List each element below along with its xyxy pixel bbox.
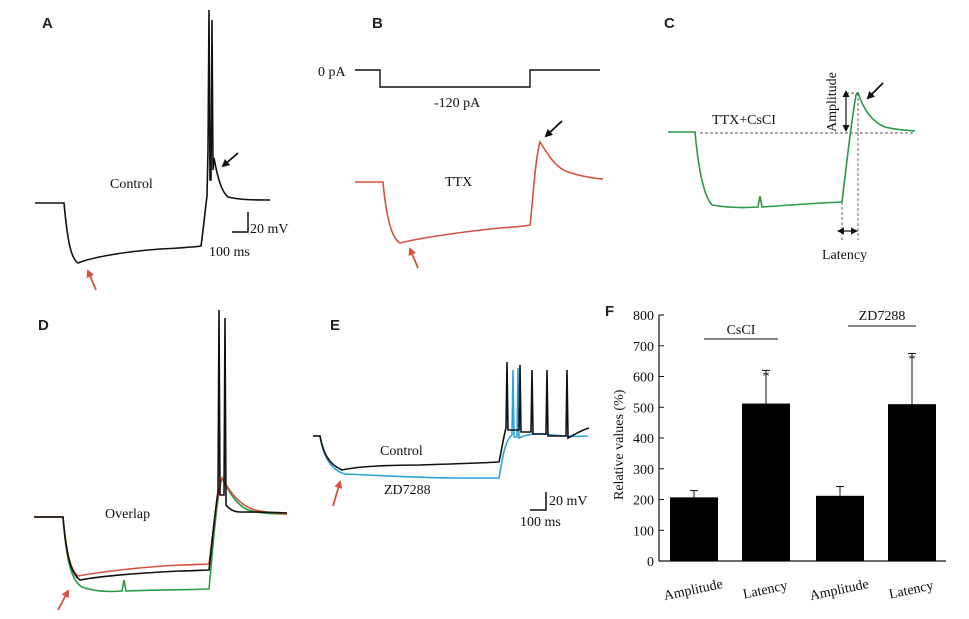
y-tick-label: 700	[633, 340, 654, 355]
panel-c-label: C	[664, 15, 675, 32]
control-label: Control	[110, 177, 153, 192]
group-label: CsCI	[727, 323, 756, 338]
x-tick-label: Amplitude	[808, 577, 870, 604]
x-tick-label: Latency	[888, 579, 935, 603]
panel-d-label: D	[38, 317, 49, 334]
panel-a-label: A	[42, 15, 53, 32]
panel-b-label: B	[372, 15, 383, 32]
y-tick-label: 0	[647, 555, 654, 570]
y-ticks: 0 100 200 300 400 500 600 700 800	[633, 309, 664, 570]
y-tick-label: 100	[633, 524, 654, 539]
csci-trace	[668, 91, 916, 209]
panel-b: B 0 pA -120 pA TTX	[318, 15, 604, 269]
black-arrow-a	[221, 152, 239, 168]
black-arrow-b	[544, 120, 563, 138]
significance-mark: *	[763, 369, 770, 384]
panel-e: E Control ZD7288 20 mV 100 ms	[313, 317, 590, 530]
panel-a: A Control 20 mV 100 ms	[35, 9, 289, 291]
ttx-trace	[355, 140, 604, 244]
overlap-control-trace	[34, 309, 288, 581]
overlap-csci-trace	[34, 475, 288, 593]
y-tick-label: 300	[633, 463, 654, 478]
scale-x-label-e: 100 ms	[520, 515, 561, 530]
bar	[742, 403, 790, 561]
e-zd7288-label: ZD7288	[384, 483, 431, 498]
stim-zero-label: 0 pA	[318, 65, 347, 80]
group-label: ZD7288	[859, 309, 906, 324]
control-trace	[35, 9, 271, 264]
panel-f-label: F	[605, 303, 614, 320]
y-axis-title: Relative values (%)	[612, 389, 627, 500]
red-arrow-d	[57, 589, 69, 611]
ttx-label: TTX	[445, 175, 472, 190]
scale-bar-e	[530, 492, 547, 511]
x-tick-labels: Amplitude Latency Amplitude Latency	[662, 577, 934, 604]
red-arrow-e	[332, 480, 343, 507]
red-arrow-a	[86, 269, 97, 291]
black-arrow-c	[866, 82, 884, 100]
e-control-trace	[313, 361, 590, 471]
overlap-label: Overlap	[105, 507, 150, 522]
e-control-label: Control	[380, 444, 423, 459]
bar	[888, 404, 936, 561]
csci-label: TTX+CsCI	[712, 113, 776, 128]
panel-c: C TTX+CsCI Amplitude Latency	[664, 15, 916, 263]
x-tick-label: Latency	[742, 579, 789, 603]
scale-bar-a	[232, 212, 249, 233]
panel-f: F Relative values (%) 0 100 200 300 400 500 60…	[605, 303, 946, 604]
bar	[816, 495, 864, 561]
stimulus-trace	[355, 69, 600, 88]
y-tick-label: 500	[633, 401, 654, 416]
y-tick-label: 200	[633, 494, 654, 509]
scale-y-label-e: 20 mV	[549, 494, 588, 509]
red-arrow-b	[408, 247, 419, 269]
panel-d: D Overlap	[34, 309, 288, 611]
panel-e-label: E	[330, 317, 340, 334]
stim-step-label: -120 pA	[434, 96, 481, 111]
overlap-ttx-trace	[34, 475, 288, 577]
scale-y-label-a: 20 mV	[250, 222, 289, 237]
y-tick-label: 600	[633, 371, 654, 386]
bar-chart: Relative values (%) 0 100 200 300 400 500 600 7…	[612, 309, 946, 604]
bars: **	[670, 352, 936, 561]
amplitude-label: Amplitude	[825, 72, 840, 132]
y-tick-label: 400	[633, 432, 654, 447]
significance-mark: *	[909, 352, 916, 367]
scale-x-label-a: 100 ms	[209, 245, 250, 260]
y-tick-label: 800	[633, 309, 654, 324]
groups: CsCI ZD7288	[704, 309, 916, 340]
x-tick-label: Amplitude	[662, 577, 724, 604]
bar	[670, 497, 718, 561]
latency-label: Latency	[822, 248, 867, 263]
